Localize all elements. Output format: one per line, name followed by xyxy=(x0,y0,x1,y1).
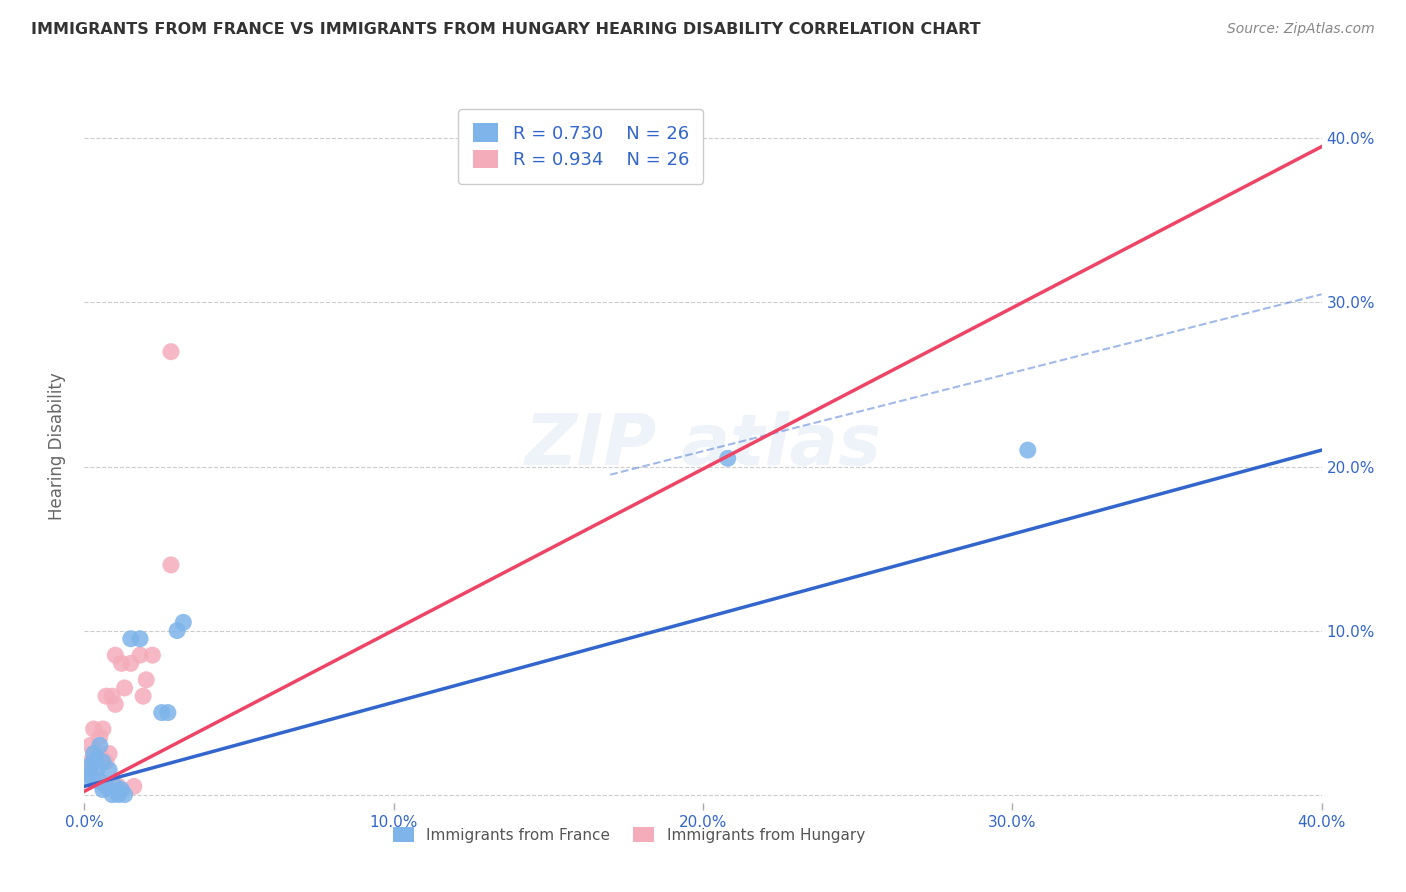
Point xyxy=(122,780,145,794)
Point xyxy=(79,758,101,772)
Point xyxy=(94,689,117,703)
Point xyxy=(129,632,152,646)
Point xyxy=(89,747,111,761)
Point xyxy=(135,673,157,687)
Point xyxy=(160,344,183,359)
Point xyxy=(114,788,136,802)
Point xyxy=(132,689,155,703)
Point xyxy=(98,747,121,761)
Point xyxy=(156,706,179,720)
Point xyxy=(150,706,173,720)
Point xyxy=(94,755,117,769)
Point xyxy=(76,763,98,777)
Point xyxy=(98,763,121,777)
Point xyxy=(76,771,98,785)
Point xyxy=(107,780,129,794)
Point xyxy=(104,648,127,662)
Y-axis label: Hearing Disability: Hearing Disability xyxy=(48,372,66,520)
Point xyxy=(79,768,101,782)
Point xyxy=(83,755,105,769)
Point xyxy=(94,780,117,794)
Point xyxy=(166,624,188,638)
Point xyxy=(1017,443,1039,458)
Point xyxy=(91,722,114,736)
Text: Source: ZipAtlas.com: Source: ZipAtlas.com xyxy=(1227,22,1375,37)
Point xyxy=(83,747,105,761)
Legend: Immigrants from France, Immigrants from Hungary: Immigrants from France, Immigrants from … xyxy=(387,821,872,848)
Point xyxy=(86,751,108,765)
Point xyxy=(91,782,114,797)
Point xyxy=(110,782,132,797)
Point xyxy=(86,771,108,785)
Point xyxy=(89,730,111,744)
Point xyxy=(104,780,127,794)
Point xyxy=(110,657,132,671)
Point xyxy=(101,788,124,802)
Point xyxy=(101,689,124,703)
Point xyxy=(89,774,111,789)
Point xyxy=(79,739,101,753)
Point xyxy=(86,763,108,777)
Point xyxy=(83,722,105,736)
Point xyxy=(89,739,111,753)
Point xyxy=(114,681,136,695)
Text: ZIP atlas: ZIP atlas xyxy=(524,411,882,481)
Point xyxy=(120,632,142,646)
Point xyxy=(129,648,152,662)
Text: IMMIGRANTS FROM FRANCE VS IMMIGRANTS FROM HUNGARY HEARING DISABILITY CORRELATION: IMMIGRANTS FROM FRANCE VS IMMIGRANTS FRO… xyxy=(31,22,980,37)
Point xyxy=(107,788,129,802)
Point xyxy=(160,558,183,572)
Point xyxy=(83,747,105,761)
Point xyxy=(172,615,194,630)
Point xyxy=(141,648,163,662)
Point xyxy=(104,698,127,712)
Point xyxy=(120,657,142,671)
Point xyxy=(79,755,101,769)
Point xyxy=(717,451,740,466)
Point xyxy=(91,755,114,769)
